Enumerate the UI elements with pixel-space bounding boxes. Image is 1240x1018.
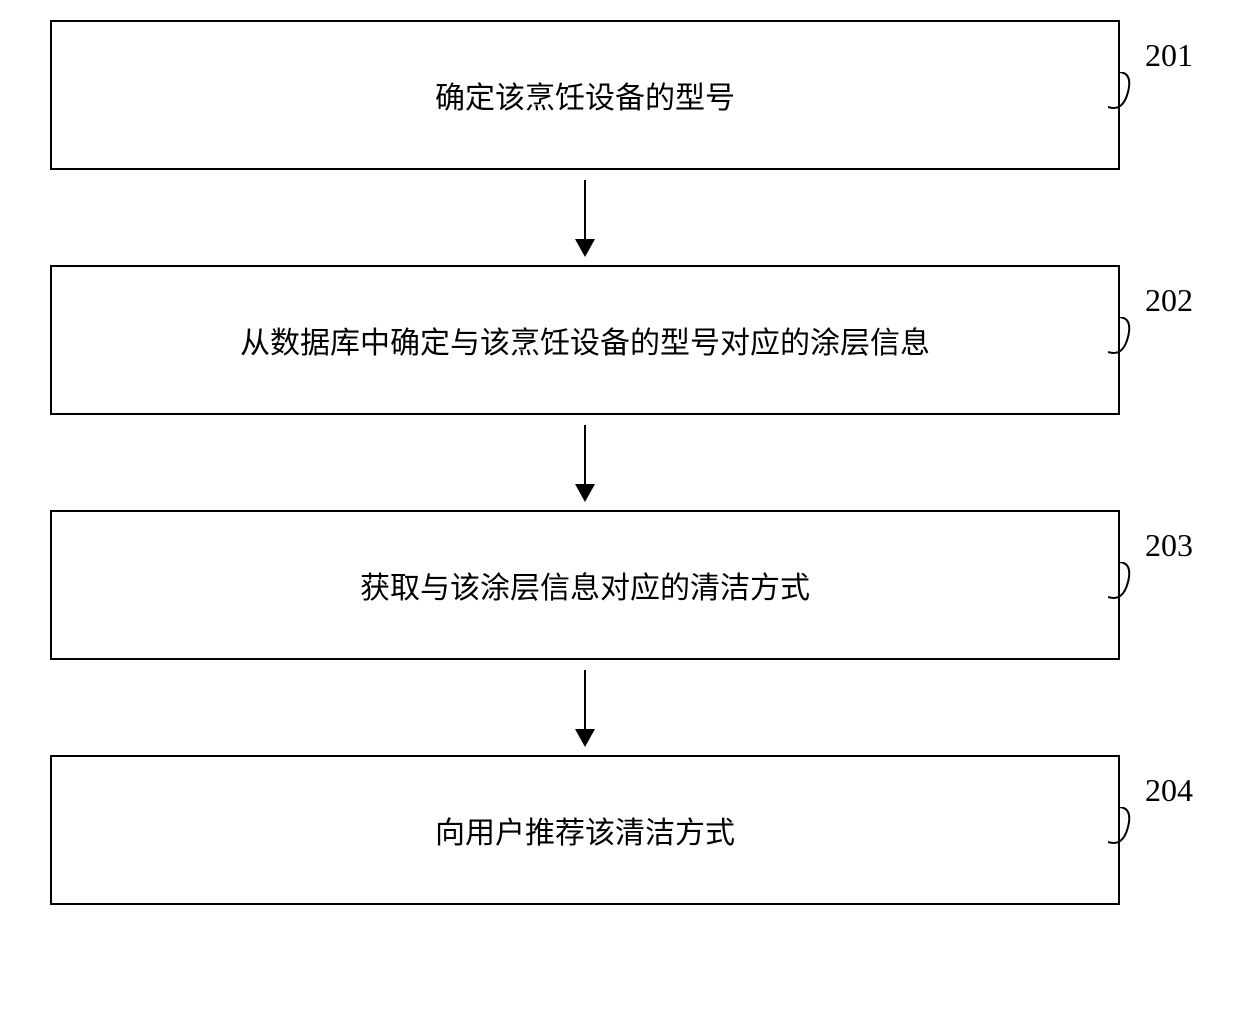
flow-step-1-text: 确定该烹饪设备的型号 (435, 73, 735, 117)
arrow-head-icon (575, 729, 595, 747)
arrow-head-icon (575, 239, 595, 257)
flow-step-2: 从数据库中确定与该烹饪设备的型号对应的涂层信息 202 (50, 265, 1120, 415)
arrow-2 (50, 415, 1120, 510)
arrow-line-2 (584, 425, 586, 500)
step-label-2: 202 (1145, 282, 1193, 319)
flow-step-4-text: 向用户推荐该清洁方式 (435, 808, 735, 852)
arrow-line-1 (584, 180, 586, 255)
curve-connector-4 (1108, 807, 1138, 847)
flow-step-3-text: 获取与该涂层信息对应的清洁方式 (360, 563, 810, 607)
curve-connector-1 (1108, 72, 1138, 112)
flowchart-container: 确定该烹饪设备的型号 201 从数据库中确定与该烹饪设备的型号对应的涂层信息 2… (50, 20, 1190, 905)
step-label-1: 201 (1145, 37, 1193, 74)
arrow-1 (50, 170, 1120, 265)
curve-connector-3 (1108, 562, 1138, 602)
step-label-4: 204 (1145, 772, 1193, 809)
flow-step-2-text: 从数据库中确定与该烹饪设备的型号对应的涂层信息 (240, 318, 930, 362)
arrow-3 (50, 660, 1120, 755)
curve-connector-2 (1108, 317, 1138, 357)
flow-step-3: 获取与该涂层信息对应的清洁方式 203 (50, 510, 1120, 660)
step-label-3: 203 (1145, 527, 1193, 564)
flow-step-4: 向用户推荐该清洁方式 204 (50, 755, 1120, 905)
flow-step-1: 确定该烹饪设备的型号 201 (50, 20, 1120, 170)
arrow-line-3 (584, 670, 586, 745)
arrow-head-icon (575, 484, 595, 502)
